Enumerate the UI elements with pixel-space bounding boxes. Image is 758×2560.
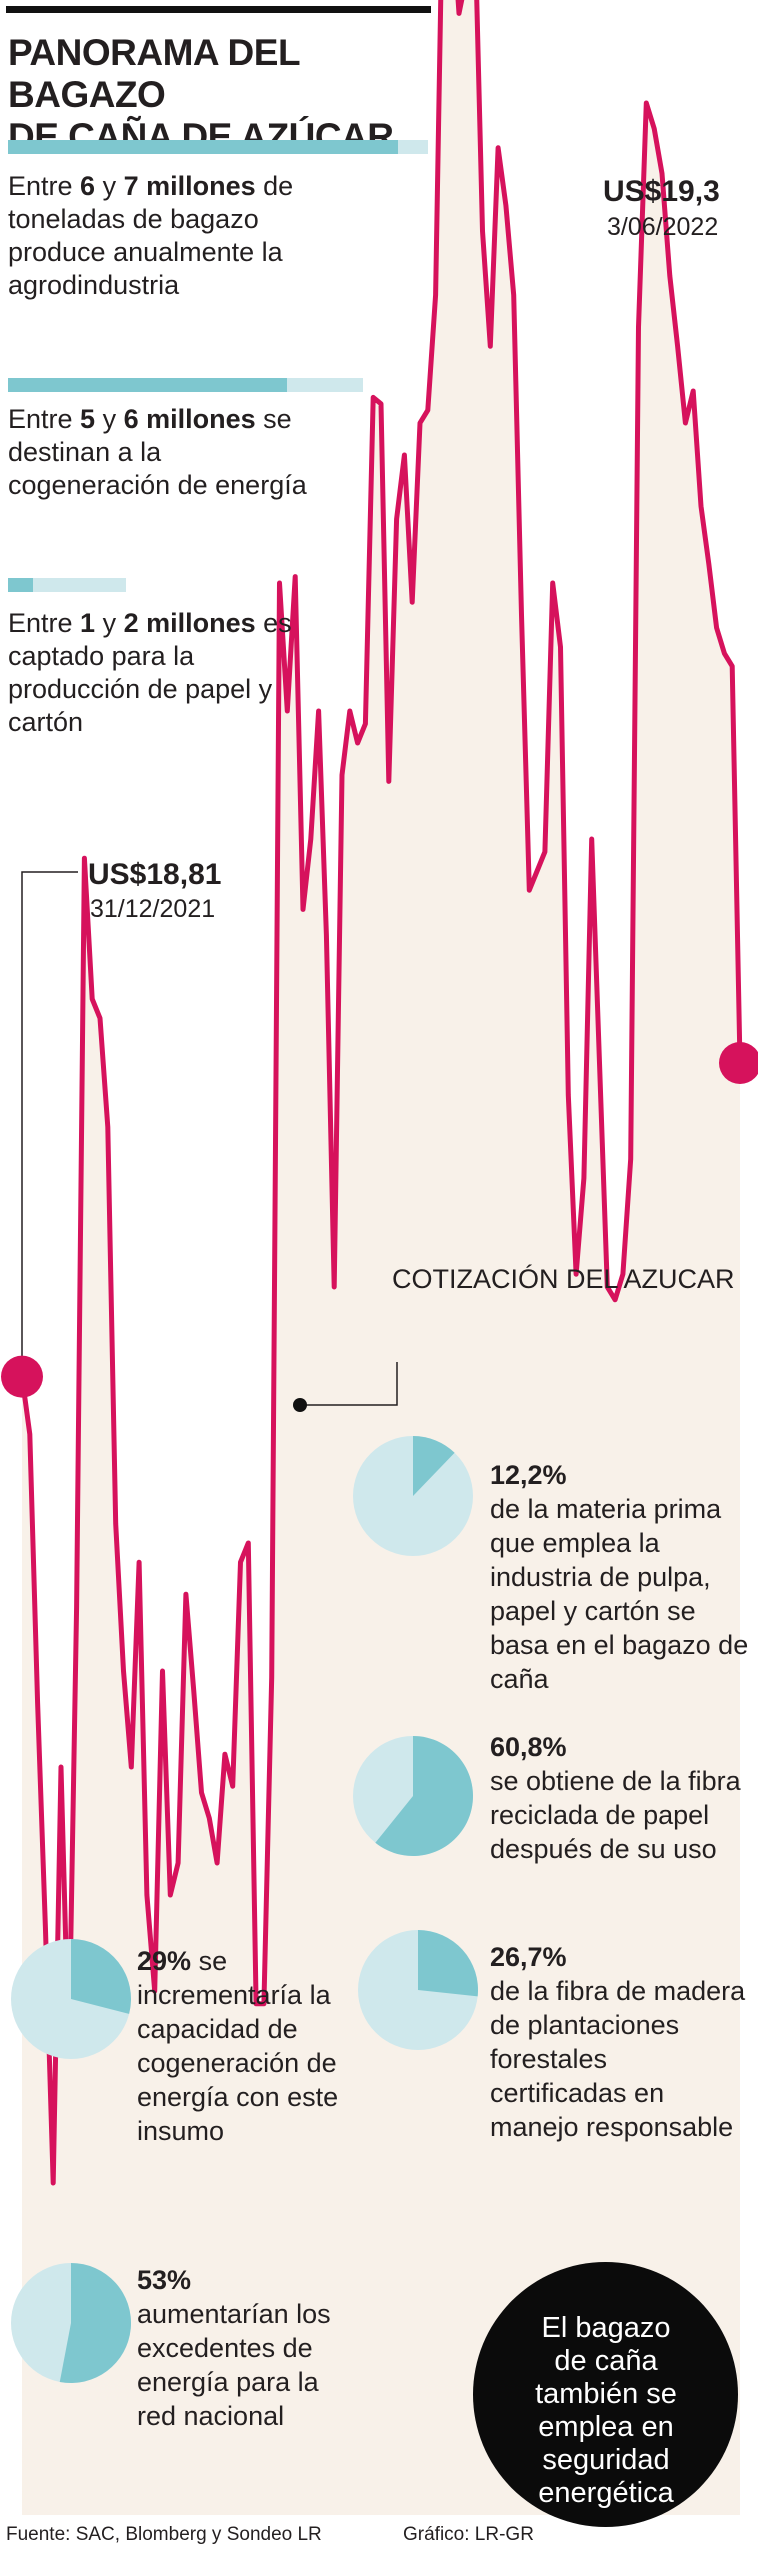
- series-leader-line: [300, 1362, 398, 1406]
- title-line: PANORAMA DEL BAGAZO: [8, 32, 300, 115]
- price-line: [19, 0, 743, 2186]
- pie-slice: [59, 2263, 131, 2383]
- stat-text: Entre 5 y 6 millones se destinan a la co…: [8, 404, 307, 500]
- pie-chart: [358, 1930, 479, 2050]
- stat-text: Entre 6 y 7 millones de toneladas de bag…: [8, 171, 294, 300]
- stat-range-fill: [8, 578, 34, 592]
- stat-text: Entre 1 y 2 millones es captado para la …: [8, 608, 292, 737]
- end-price-value: US$19,3: [603, 175, 720, 208]
- pie-chart: [353, 1736, 473, 1856]
- footer-source: Fuente: SAC, Blomberg y Sondeo LR: [6, 2524, 322, 2545]
- pie-text: 53% aumentarían los excedentes de energí…: [137, 2265, 331, 2431]
- stat-range-bar: [8, 140, 428, 154]
- start-leader-line: [21, 871, 78, 1377]
- pie-text: 12,2% de la materia prima que emplea la …: [490, 1460, 749, 1694]
- end-price-date: 3/06/2022: [607, 213, 719, 241]
- page-title: PANORAMA DEL BAGAZO DE CAÑA DE AZÚCAR: [8, 32, 448, 158]
- chart-leader-lines: [21, 871, 398, 1412]
- pie-slice: [418, 1930, 479, 1997]
- pie-text: 29% se incrementaría la capacidad de cog…: [137, 1946, 339, 2146]
- stat-range-fill: [8, 378, 287, 392]
- top-rule: [6, 6, 431, 13]
- end-price-dot: [719, 1042, 758, 1084]
- start-price-value: US$18,81: [88, 858, 222, 891]
- stat-range-fill: [8, 140, 398, 154]
- start-price-dot: [1, 1355, 43, 1398]
- price-area-fill: [22, 0, 740, 2515]
- pie-chart: [11, 1939, 131, 2059]
- pie-slice: [375, 1736, 473, 1856]
- pie-text: 60,8% se obtiene de la fibra reciclada d…: [490, 1732, 741, 1864]
- footer-credit: Gráfico: LR-GR: [403, 2524, 534, 2545]
- stat-range-bar: [8, 578, 126, 592]
- series-label: COTIZACIÓN DEL AZUCAR: [392, 1264, 735, 1294]
- highlight-text: El bagazo de caña también se emplea en s…: [535, 2312, 677, 2509]
- pie-slice: [413, 1436, 455, 1496]
- highlight-circle: [473, 2262, 738, 2527]
- stat-range-bar: [8, 378, 363, 392]
- pie-chart: [353, 1436, 473, 1556]
- pie-text: 26,7% de la fibra de madera de plantacio…: [490, 1942, 746, 2142]
- pie-slice: [71, 1939, 131, 2014]
- series-leader-dot: [293, 1398, 307, 1412]
- pie-chart: [11, 2263, 131, 2383]
- start-price-date: 31/12/2021: [90, 895, 216, 923]
